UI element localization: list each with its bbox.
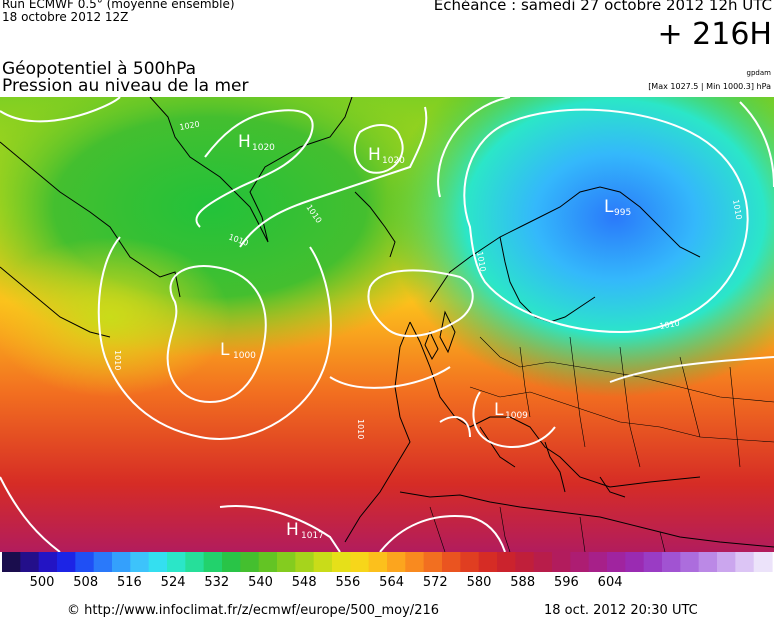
lead-time: + 216H	[657, 17, 773, 52]
run-title: Run ECMWF 0.5° (moyenne ensemble)	[2, 0, 235, 11]
isobar-label: 1020	[179, 120, 201, 132]
color-scale-swatch	[588, 552, 608, 572]
isobar-label: 1010	[356, 419, 365, 439]
forecast-map: 1020 1010 1010 1010 1010 1010 1010 1010 …	[0, 97, 774, 552]
color-scale-swatch	[2, 552, 21, 572]
footer-copyright-url: © http://www.infoclimat.fr/z/ecmwf/europ…	[67, 603, 440, 618]
svg-text:995: 995	[614, 208, 631, 218]
svg-text:1020: 1020	[382, 156, 405, 166]
color-scale-swatch	[460, 552, 480, 572]
map-title-geopotential: Géopotentiel à 500hPa	[2, 59, 197, 79]
color-scale-tick-label: 588	[510, 575, 536, 590]
color-scale-swatch	[185, 552, 205, 572]
color-scale-tick-label: 532	[204, 575, 230, 590]
color-scale-swatch	[368, 552, 388, 572]
color-scale-swatch	[643, 552, 663, 572]
color-scale-tick-label: 580	[466, 575, 492, 590]
color-scale-swatch	[20, 552, 40, 572]
color-scale-swatch	[423, 552, 443, 572]
svg-text:L: L	[604, 197, 614, 217]
color-scale-swatch	[350, 552, 370, 572]
svg-text:1020: 1020	[252, 143, 275, 153]
color-scale-swatch	[57, 552, 76, 572]
color-scale-tick-label: 524	[160, 575, 186, 590]
color-scale-labels: 500 508 516 524 532 540 548 556 564 572 580 588 596 6…	[0, 575, 774, 595]
color-scale-tick-label: 604	[597, 575, 623, 590]
color-scale-swatch	[93, 552, 113, 572]
coastlines	[0, 97, 774, 548]
color-scale-swatch	[148, 552, 168, 572]
color-scale-swatch	[662, 552, 681, 572]
svg-text:L: L	[220, 340, 230, 360]
color-scale-swatch	[680, 552, 700, 572]
isobars	[0, 97, 774, 552]
isobar-label: 1010	[731, 199, 743, 221]
color-scale-swatch	[570, 552, 590, 572]
geopotential-field	[0, 97, 774, 552]
color-scale-swatch	[203, 552, 223, 572]
color-scale-swatch	[533, 552, 553, 572]
color-scale-swatch	[735, 552, 755, 572]
svg-text:1000: 1000	[233, 351, 256, 361]
color-scale-bar	[2, 552, 773, 572]
color-scale-swatch	[552, 552, 571, 572]
svg-text:H: H	[238, 132, 251, 152]
color-scale-swatch	[277, 552, 296, 572]
color-scale-swatch	[130, 552, 150, 572]
pressure-center-low-scandinavia: L 995	[604, 197, 631, 218]
pressure-center-low-atlantic: L 1000	[220, 340, 256, 361]
color-scale-tick-label: 508	[73, 575, 99, 590]
color-scale-swatch	[313, 552, 333, 572]
color-scale-tick-label: 556	[335, 575, 361, 590]
color-scale-swatch	[295, 552, 315, 572]
color-scale-tick-label: 548	[291, 575, 317, 590]
pressure-center-high-greenland-east: H 1020	[368, 145, 405, 166]
color-scale-swatch	[387, 552, 406, 572]
color-scale-swatch	[332, 552, 351, 572]
pressure-centers: H 1020 H 1020 L 995 L 1000 L 1009 H 1017	[220, 132, 631, 541]
color-scale-swatch	[222, 552, 241, 572]
unit-tag: gpdam	[746, 69, 771, 77]
color-scale-swatch	[497, 552, 516, 572]
color-scale-swatch	[405, 552, 425, 572]
color-scale-swatch	[38, 552, 58, 572]
svg-text:H: H	[368, 145, 381, 165]
map-title-pressure: Pression au niveau de la mer	[2, 76, 249, 96]
color-scale-swatch	[698, 552, 718, 572]
color-scale-swatch	[478, 552, 498, 572]
color-scale-swatch	[717, 552, 736, 572]
color-scale-swatch	[112, 552, 131, 572]
run-date: 18 octobre 2012 12Z	[2, 10, 129, 24]
isobar-label: 1010	[659, 319, 681, 331]
color-scale-swatch	[240, 552, 260, 572]
color-scale-swatch	[442, 552, 461, 572]
color-scale-swatch	[258, 552, 278, 572]
svg-text:H: H	[286, 520, 299, 540]
color-scale-swatch	[753, 552, 773, 572]
pressure-center-high-greenland-west: H 1020	[238, 132, 275, 153]
color-scale-swatch	[515, 552, 535, 572]
isobar-label: 1010	[113, 350, 122, 370]
pressure-center-low-mediterranean: L 1009	[494, 400, 528, 421]
svg-text:1009: 1009	[505, 411, 528, 421]
color-scale-tick-label: 500	[29, 575, 55, 590]
color-scale-tick-label: 596	[553, 575, 579, 590]
isobar-label: 1010	[475, 251, 487, 273]
forecast-valid-time: Echéance : samedi 27 octobre 2012 12h UT…	[433, 0, 772, 14]
color-scale-tick-label: 564	[379, 575, 405, 590]
pressure-center-high-azores: H 1017	[286, 520, 324, 541]
footer-timestamp: 18 oct. 2012 20:30 UTC	[544, 603, 698, 618]
color-scale-swatch	[75, 552, 95, 572]
color-scale-tick-label: 572	[422, 575, 448, 590]
svg-text:L: L	[494, 400, 504, 420]
borders	[429, 336, 774, 552]
pressure-extrema: [Max 1027.5 | Min 1000.3] hPa	[648, 82, 771, 91]
color-scale-swatch	[167, 552, 186, 572]
color-scale-swatch	[625, 552, 645, 572]
color-scale-swatch	[607, 552, 626, 572]
color-scale-tick-label: 516	[116, 575, 142, 590]
svg-text:1017: 1017	[301, 531, 324, 541]
color-scale-tick-label: 540	[248, 575, 273, 590]
